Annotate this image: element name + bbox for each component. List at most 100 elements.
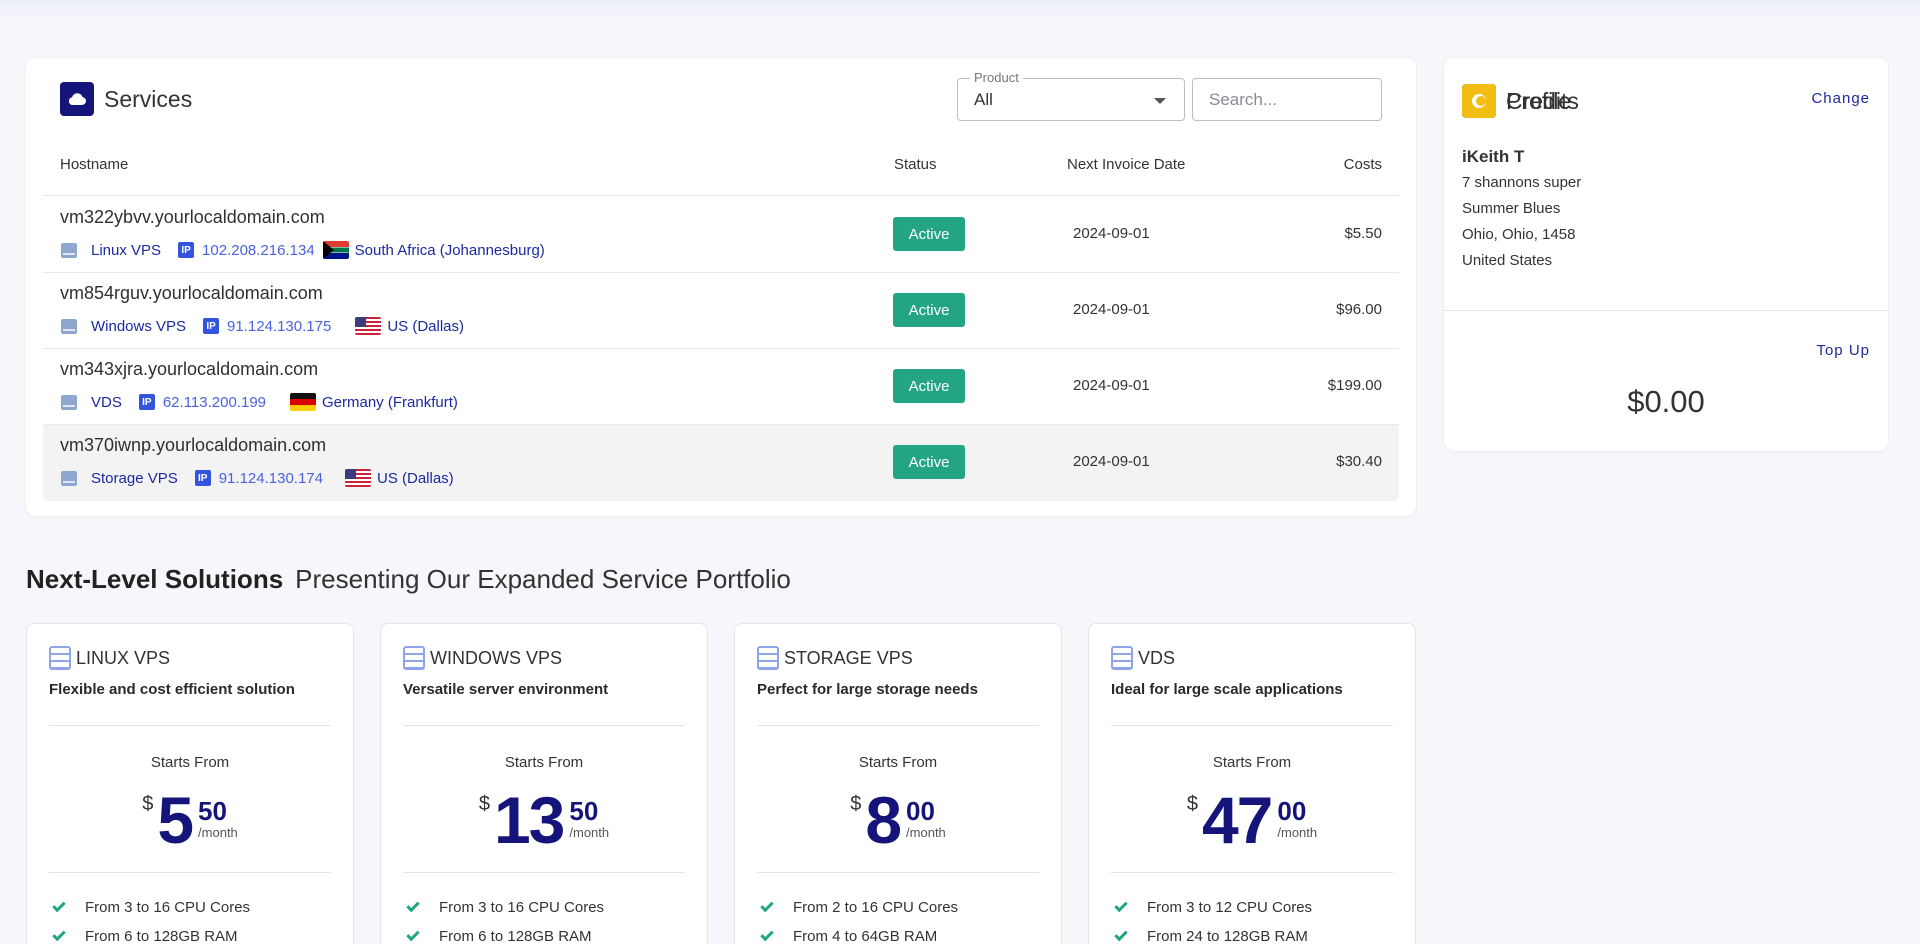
credits-amount: $0.00 [1627,384,1705,419]
row-location: US (Dallas) [387,317,465,335]
row-meta: Linux VPS IP 102.208.216.134 South Afric… [61,241,545,259]
price-period: /month [906,825,946,840]
feature-text: From 4 to 64GB RAM [793,928,938,944]
feature-text: From 6 to 128GB RAM [439,928,592,944]
plan-price: $ 47 00/month [1089,787,1415,853]
check-icon [760,927,774,942]
plan-starts-label: Starts From [858,754,938,771]
plan-card-storage-vps[interactable]: STORAGE VPS Perfect for large storage ne… [734,623,1062,944]
plan-card-vds[interactable]: VDS Ideal for large scale applications S… [1088,623,1416,944]
divider [403,872,685,873]
row-ip: 102.208.216.134 [202,241,315,259]
row-meta: Storage VPS IP 91.124.130.174 US (Dallas… [61,469,454,487]
price-period: /month [1277,825,1318,840]
column-costs[interactable]: Costs [1343,156,1382,173]
plan-feature: From 3 to 16 CPU Cores [49,898,251,916]
price-currency: $ [478,793,490,815]
divider [757,725,1039,726]
row-hostname[interactable]: vm322ybvv.yourlocaldomain.com [60,207,325,227]
search-input[interactable] [1192,78,1382,121]
change-profile-button[interactable]: Change [1811,90,1870,107]
top-up-button[interactable]: Top Up [1816,342,1870,359]
ip-icon: IP [203,318,220,334]
plan-feature: From 24 to 128GB RAM [1111,927,1308,944]
divider [49,725,331,726]
status-badge: Active [893,369,965,403]
plan-feature: From 6 to 128GB RAM [403,927,592,944]
services-title: Services [104,85,193,112]
check-icon [406,927,420,942]
row-ip: 62.113.200.199 [162,393,266,411]
feature-text: From 3 to 16 CPU Cores [85,899,251,916]
credits-header: Credits [1462,84,1579,118]
status-badge: Active [893,293,965,327]
price-currency: $ [142,793,154,815]
plan-description: Ideal for large scale applications [1111,681,1343,698]
plan-feature: From 2 to 16 CPU Cores [757,898,958,916]
row-location: Germany (Frankfurt) [322,393,458,411]
row-product: Storage VPS [91,469,178,487]
divider [49,872,331,873]
plan-card-linux-vps[interactable]: LINUX VPS Flexible and cost efficient so… [26,623,354,944]
table-row[interactable]: vm343xjra.yourlocaldomain.com VDS IP 62.… [43,349,1399,425]
ip-icon: IP [138,394,155,410]
divider [403,725,685,726]
price-cents: 00 [906,796,935,826]
header-wave [0,0,1920,22]
column-hostname[interactable]: Hostname [60,156,129,173]
product-filter-value: All [974,90,993,109]
ip-icon: IP [194,470,211,486]
server-icon [61,318,77,334]
price-cents: 00 [1277,796,1307,826]
price-cents: 50 [569,796,599,826]
cloud-icon [60,82,94,116]
profile-name: iKeith T [1462,147,1525,166]
column-next-invoice[interactable]: Next Invoice Date [1067,156,1186,173]
row-hostname[interactable]: vm370iwnp.yourlocaldomain.com [60,435,327,455]
divider [1111,725,1393,726]
solutions-heading: Next-Level Solutions Presenting Our Expan… [26,564,791,595]
feature-text: From 3 to 12 CPU Cores [1147,899,1313,916]
profile-card: Profile Change iKeith T 7 shannons super… [1444,58,1888,451]
plan-name: WINDOWS VPS [430,647,563,668]
plan-price: $ 8 00/month [735,787,1061,853]
plan-feature: From 6 to 128GB RAM [49,927,238,944]
row-ip: 91.124.130.174 [218,469,323,487]
plan-feature: From 3 to 12 CPU Cores [1111,898,1313,916]
row-next-invoice: 2024-09-01 [1073,377,1150,394]
row-hostname[interactable]: vm854rguv.yourlocaldomain.com [60,283,323,303]
product-filter-select[interactable]: Product All [957,70,1185,121]
row-next-invoice: 2024-09-01 [1073,301,1150,318]
divider [757,872,1039,873]
ip-icon: IP [178,242,195,258]
germany-flag-icon [290,393,316,411]
row-cost: $5.50 [1344,225,1382,242]
status-badge: Active [893,445,965,479]
us-flag-icon [355,317,382,335]
table-row[interactable]: vm370iwnp.yourlocaldomain.com Storage VP… [43,425,1399,501]
row-hostname[interactable]: vm343xjra.yourlocaldomain.com [60,359,319,379]
row-meta: Windows VPS IP 91.124.130.175 US (Dallas… [61,317,464,335]
coin-icon [1462,84,1496,118]
row-product: Windows VPS [91,317,187,335]
table-row[interactable]: vm854rguv.yourlocaldomain.com Windows VP… [43,273,1399,349]
check-icon [52,898,66,913]
check-icon [406,898,420,913]
plan-description: Perfect for large storage needs [757,681,978,698]
server-icon [61,470,77,486]
column-status[interactable]: Status [894,156,937,173]
check-icon [52,927,66,942]
table-row[interactable]: vm322ybvv.yourlocaldomain.com Linux VPS … [43,197,1399,273]
solutions-subtitle: Presenting Our Expanded Service Portfoli… [295,564,791,594]
row-product: VDS [91,393,122,411]
server-rack-icon [403,646,425,670]
row-cost: $96.00 [1336,301,1382,318]
plan-name: VDS [1138,647,1176,668]
plan-card-windows-vps[interactable]: WINDOWS VPS Versatile server environment… [380,623,708,944]
south-africa-flag-icon [322,241,349,259]
address-line: Summer Blues [1462,200,1561,217]
row-meta: VDS IP 62.113.200.199 Germany (Frankfurt… [61,393,458,411]
price-period: /month [569,825,610,840]
plan-price: $ 13 50/month [381,787,707,853]
row-product: Linux VPS [91,241,162,259]
